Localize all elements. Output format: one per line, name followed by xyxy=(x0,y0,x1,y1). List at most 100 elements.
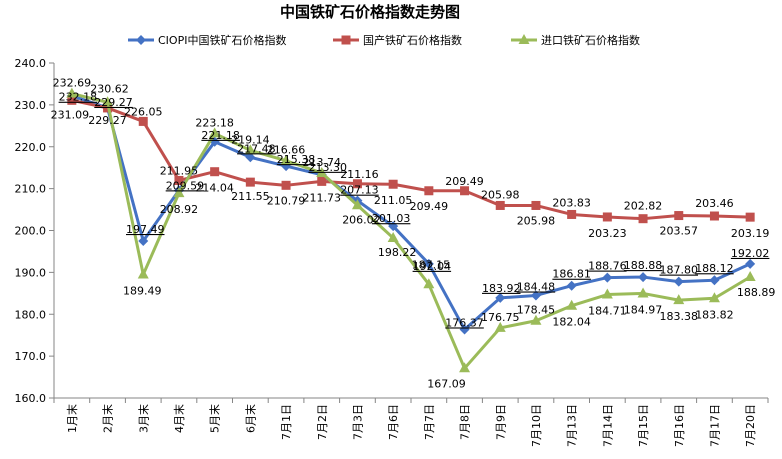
data-label: 201.03 xyxy=(372,212,411,225)
data-point xyxy=(673,294,685,305)
data-point xyxy=(495,292,506,303)
data-point xyxy=(209,127,221,138)
data-point xyxy=(708,292,720,303)
y-tick-label: 240.0 xyxy=(15,57,47,70)
x-tick-label: 7月8日 xyxy=(459,404,472,440)
data-label: 209.49 xyxy=(445,175,484,188)
data-label: 232.18 xyxy=(59,91,98,104)
data-label: 229.27 xyxy=(88,114,127,127)
data-label: 183.38 xyxy=(660,310,699,323)
data-label: 192.02 xyxy=(731,247,770,260)
data-label: 217.48 xyxy=(237,142,276,155)
y-tick-label: 170.0 xyxy=(15,350,47,363)
legend-swatch-marker xyxy=(136,35,146,45)
x-tick-label: 5月末 xyxy=(208,404,222,433)
data-point xyxy=(423,258,434,269)
data-point xyxy=(138,116,148,126)
data-label: 211.05 xyxy=(374,194,413,207)
data-label: 184.97 xyxy=(624,303,663,316)
data-label: 187.15 xyxy=(412,258,451,271)
data-label: 207.13 xyxy=(340,184,379,197)
data-label: 211.16 xyxy=(340,168,379,181)
data-label: 188.89 xyxy=(737,286,776,299)
x-tick-label: 7月2日 xyxy=(316,404,329,440)
y-tick-label: 220.0 xyxy=(15,141,47,154)
x-tick-label: 7月17日 xyxy=(708,404,721,447)
data-point xyxy=(495,200,505,210)
legend-swatch-marker xyxy=(341,35,351,45)
data-label: 230.62 xyxy=(90,82,129,95)
x-tick-label: 7月1日 xyxy=(280,404,293,440)
x-tick-label: 7月20日 xyxy=(744,404,757,447)
data-label: 229.27 xyxy=(94,96,133,109)
data-point xyxy=(174,175,184,185)
data-label: 211.55 xyxy=(231,190,270,203)
data-label: 206.02 xyxy=(342,213,381,226)
data-label: 223.18 xyxy=(195,116,234,129)
data-point xyxy=(317,176,327,186)
data-point xyxy=(674,211,684,221)
data-point xyxy=(316,166,328,177)
data-point xyxy=(423,278,435,289)
legend-entry-3: 进口铁矿石价格指数 xyxy=(511,33,640,47)
data-point xyxy=(602,272,613,283)
data-point xyxy=(567,209,577,219)
data-point xyxy=(388,221,399,232)
data-label: 203.46 xyxy=(695,197,734,210)
data-point xyxy=(638,214,648,224)
data-label: 192.04 xyxy=(413,260,452,273)
data-label: 209.49 xyxy=(410,200,449,213)
data-point xyxy=(351,199,363,210)
data-label: 183.82 xyxy=(695,308,734,321)
data-point xyxy=(245,152,256,163)
data-point xyxy=(388,179,398,189)
data-label: 188.88 xyxy=(624,259,663,272)
legend-label: 国产铁矿石价格指数 xyxy=(363,33,462,47)
series-3 xyxy=(66,87,756,373)
y-tick-label: 160.0 xyxy=(15,392,47,405)
x-tick-label: 3月末 xyxy=(136,404,150,433)
data-label: 189.49 xyxy=(123,285,162,298)
data-label: 213.74 xyxy=(303,156,342,169)
data-label: 214.04 xyxy=(195,182,234,195)
data-point xyxy=(709,211,719,221)
data-label: 186.81 xyxy=(552,268,591,281)
x-tick-label: 7月16日 xyxy=(673,404,686,447)
data-label: 209.59 xyxy=(166,179,205,192)
data-point xyxy=(745,258,756,269)
data-label: 178.45 xyxy=(517,304,556,317)
data-label: 182.04 xyxy=(552,316,591,329)
x-tick-label: 7月7日 xyxy=(423,404,436,440)
data-point xyxy=(102,96,114,107)
data-label: 203.23 xyxy=(588,227,627,240)
legend: CIOPI中国铁矿石价格指数 国产铁矿石价格指数 进口铁矿石价格指数 xyxy=(128,33,640,47)
data-point xyxy=(460,186,470,196)
data-label: 215.38 xyxy=(277,153,316,166)
data-point xyxy=(745,212,755,222)
data-label: 232.69 xyxy=(53,77,92,90)
data-point xyxy=(210,167,220,177)
data-label: 205.98 xyxy=(517,214,556,227)
x-tick-label: 7月10日 xyxy=(530,404,543,447)
data-point xyxy=(601,288,613,299)
data-labels: 232.18229.27197.49209.59221.18217.48215.… xyxy=(51,77,776,391)
x-tick-label: 1月末 xyxy=(65,404,79,433)
data-point xyxy=(137,268,149,279)
data-point xyxy=(459,362,471,373)
data-label: 198.22 xyxy=(378,246,417,259)
data-label: 210.79 xyxy=(267,194,306,207)
data-point xyxy=(638,272,649,283)
data-label: 203.19 xyxy=(731,227,770,240)
data-label: 197.49 xyxy=(126,223,165,236)
x-tick-label: 4月末 xyxy=(172,404,186,433)
data-point xyxy=(530,314,542,325)
data-label: 203.57 xyxy=(660,225,699,238)
legend-label: CIOPI中国铁矿石价格指数 xyxy=(158,33,286,47)
data-point xyxy=(424,186,434,196)
data-point xyxy=(352,179,362,189)
data-label: 213.30 xyxy=(309,161,348,174)
x-tick-label: 7月13日 xyxy=(566,404,579,447)
data-point xyxy=(173,187,185,198)
